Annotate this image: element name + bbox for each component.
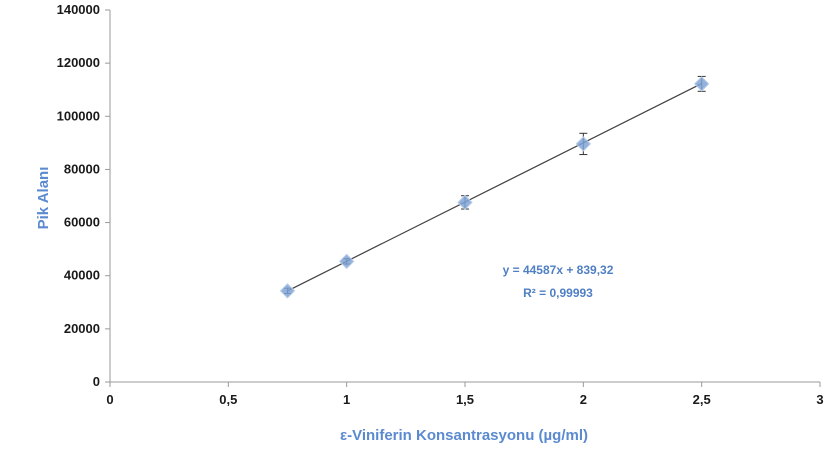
y-axis-title: Pik Alanı [35, 167, 52, 230]
x-tick-label: 3 [816, 392, 823, 407]
r-squared-label: R² = 0,99993 [523, 286, 593, 300]
axes: 0 20000 40000 60000 80000 100000 120000 140000 0… [57, 2, 824, 407]
x-tick-label: 1 [343, 392, 350, 407]
data-point [338, 253, 355, 270]
data-point [457, 194, 473, 211]
y-tick-label: 120000 [57, 55, 100, 70]
x-tick-label: 1,5 [456, 392, 474, 407]
y-tick-label: 40000 [64, 268, 100, 283]
data-points-group [279, 75, 710, 299]
trendline-equation: y = 44587x + 839,32 [503, 263, 614, 277]
y-tick-label: 20000 [64, 321, 100, 336]
y-tick-label: 0 [93, 374, 100, 389]
x-tick-label: 2,5 [693, 392, 711, 407]
y-tick-label: 80000 [64, 161, 100, 176]
x-axis-title: ε-Viniferin Konsantrasyonu (µg/ml) [340, 427, 588, 444]
y-tick-label: 60000 [64, 215, 100, 230]
data-point [575, 136, 592, 152]
x-tick-label: 0 [106, 392, 113, 407]
data-point [693, 76, 710, 92]
x-tick-label: 0,5 [219, 392, 237, 407]
x-tick-label: 2 [580, 392, 587, 407]
y-tick-label: 140000 [57, 2, 100, 17]
trendline [287, 83, 702, 292]
data-point [279, 283, 296, 299]
trendline-group [287, 83, 702, 292]
y-tick-label: 100000 [57, 108, 100, 123]
